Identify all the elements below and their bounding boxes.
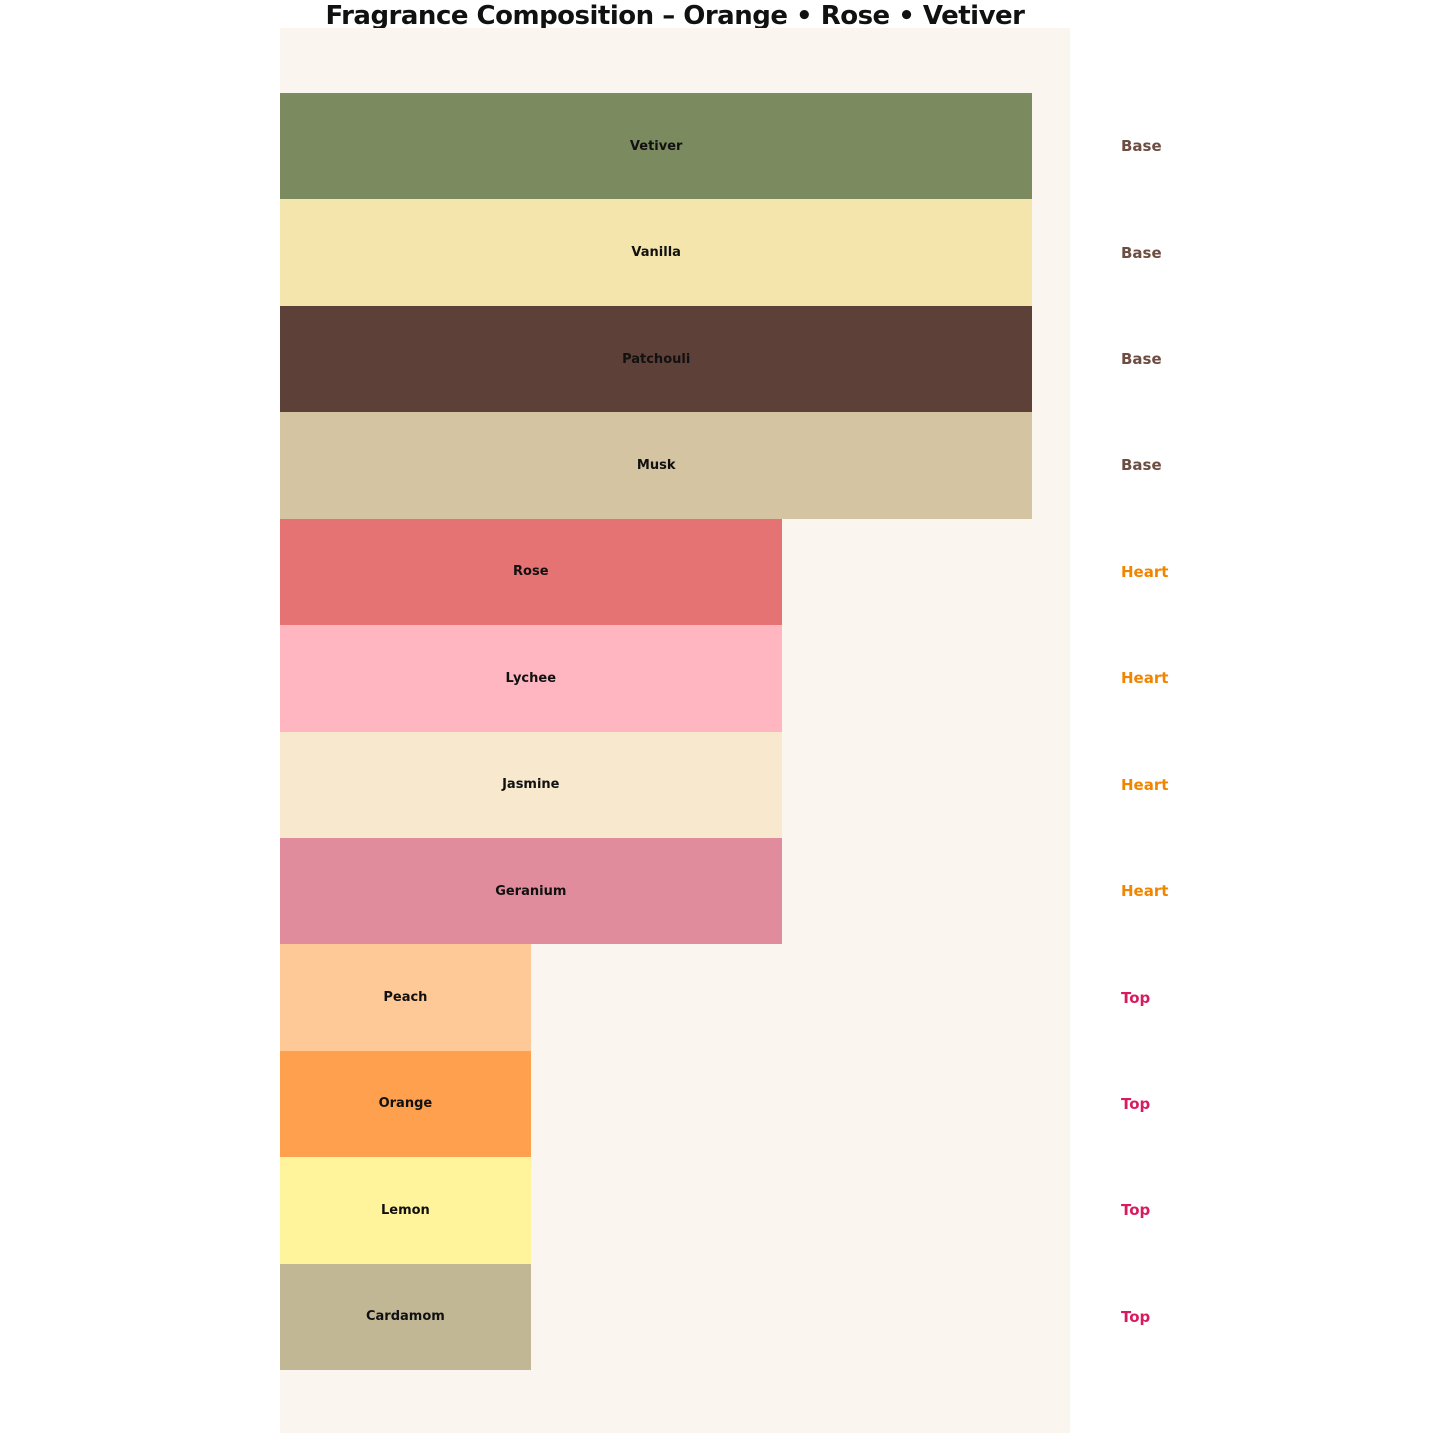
bar-orange: Orange [280, 1050, 531, 1158]
bar-jasmine: Jasmine [280, 731, 782, 838]
bar-label-musk: Musk [636, 457, 676, 473]
bar-lemon: Lemon [280, 1157, 531, 1264]
bar-label-rose: Rose [513, 564, 549, 580]
bar-patchouli: Patchouli [280, 305, 1033, 413]
tier-label-top-lemon: Top [1121, 1201, 1151, 1220]
tier-label-heart-jasmine: Heart [1121, 775, 1169, 794]
bar-lychee: Lychee [280, 625, 782, 732]
tier-label-base-musk: Base [1121, 456, 1162, 475]
tier-label-top-cardamom: Top [1121, 1307, 1151, 1326]
bar-musk: Musk [280, 412, 1033, 519]
bar-rose: Rose [280, 518, 782, 626]
bar-label-jasmine: Jasmine [502, 777, 560, 793]
tier-label-heart-geranium: Heart [1121, 882, 1169, 901]
chart-title: Fragrance Composition – Orange • Rose • … [325, 1, 1025, 31]
bar-label-orange: Orange [378, 1096, 433, 1112]
plot-area: Vetiver Base Vanilla Base Patchouli Base… [280, 28, 1168, 1433]
bar-label-geranium: Geranium [495, 883, 567, 899]
bar-label-vanilla: Vanilla [631, 245, 681, 261]
bar-label-cardamom: Cardamom [365, 1309, 445, 1325]
tier-label-top-orange: Top [1121, 1094, 1151, 1113]
bar-peach: Peach [280, 944, 531, 1051]
bar-label-lychee: Lychee [505, 670, 557, 686]
tier-label-heart-lychee: Heart [1121, 669, 1169, 688]
tier-label-base-vanilla: Base [1121, 243, 1162, 262]
tier-label-top-peach: Top [1121, 988, 1151, 1007]
bar-label-vetiver: Vetiver [629, 138, 683, 154]
tier-label-base-vetiver: Base [1121, 137, 1162, 156]
bar-label-lemon: Lemon [380, 1202, 430, 1218]
bar-label-patchouli: Patchouli [622, 351, 691, 367]
bar-geranium: Geranium [280, 837, 782, 945]
bar-vetiver: Vetiver [280, 93, 1033, 200]
bar-label-peach: Peach [383, 990, 428, 1006]
tier-label-heart-rose: Heart [1121, 562, 1169, 581]
tier-label-base-patchouli: Base [1121, 350, 1162, 369]
bar-cardamom: Cardamom [280, 1263, 531, 1371]
bar-vanilla: Vanilla [280, 199, 1033, 306]
